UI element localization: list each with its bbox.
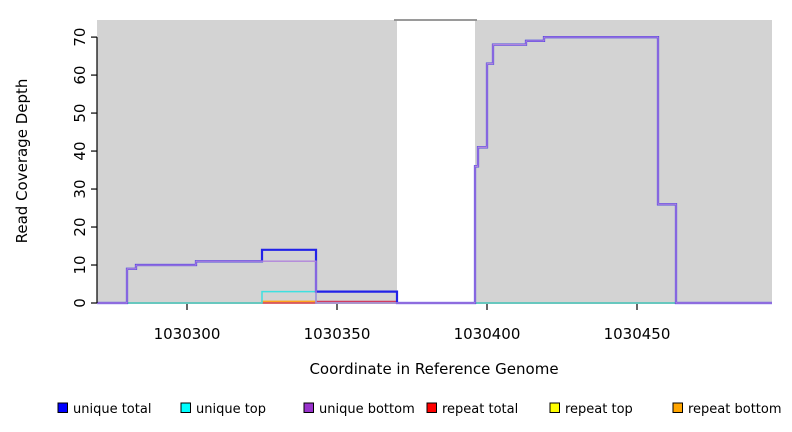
legend-item-unique_top: unique top	[180, 402, 266, 417]
x-tick-label: 1030400	[454, 325, 521, 343]
legend-swatch-repeat_top	[549, 402, 560, 413]
legend-label-unique_total: unique total	[73, 402, 151, 417]
axes-group: 0 10 20 30 40 50 60 70 1030300 1030350 1030400 1030…	[71, 28, 670, 343]
legend-label-repeat_bottom: repeat bottom	[688, 402, 782, 417]
x-tick-label: 1030350	[304, 325, 371, 343]
x-tick-label: 1030450	[604, 325, 671, 343]
legend-swatch-repeat_total	[426, 402, 437, 413]
legend: unique total unique top unique bottom repea…	[57, 402, 782, 417]
legend-label-unique_bottom: unique bottom	[319, 402, 415, 417]
legend-swatch-unique_top	[180, 402, 191, 413]
masked-region-band	[397, 19, 475, 304]
legend-item-unique_bottom: unique bottom	[303, 402, 415, 417]
legend-swatch-unique_bottom	[303, 402, 314, 413]
legend-item-repeat_bottom: repeat bottom	[672, 402, 782, 417]
y-tick-label: 0	[71, 298, 89, 308]
legend-swatch-unique_total	[57, 402, 68, 413]
series-over-mask-group	[97, 35, 772, 305]
legend-item-unique_total: unique total	[57, 402, 151, 417]
y-tick-label: 20	[71, 217, 89, 236]
y-tick-label: 30	[71, 179, 89, 198]
y-axis-title: Read Coverage Depth	[13, 79, 31, 244]
y-tick-label: 10	[71, 255, 89, 274]
y-tick-label: 40	[71, 142, 89, 161]
y-tick-label: 50	[71, 104, 89, 123]
legend-item-repeat_total: repeat total	[426, 402, 518, 417]
legend-item-repeat_top: repeat top	[549, 402, 633, 417]
legend-swatch-repeat_bottom	[672, 402, 683, 413]
series-line-unique_bottom	[97, 36, 772, 304]
legend-label-repeat_total: repeat total	[442, 402, 518, 417]
x-axis-title: Coordinate in Reference Genome	[309, 360, 558, 378]
y-tick-label: 70	[71, 28, 89, 47]
x-tick-label: 1030300	[154, 325, 221, 343]
legend-label-repeat_top: repeat top	[565, 402, 633, 417]
legend-label-unique_top: unique top	[196, 402, 266, 417]
y-tick-label: 60	[71, 66, 89, 85]
masked-region-group	[394, 19, 477, 304]
